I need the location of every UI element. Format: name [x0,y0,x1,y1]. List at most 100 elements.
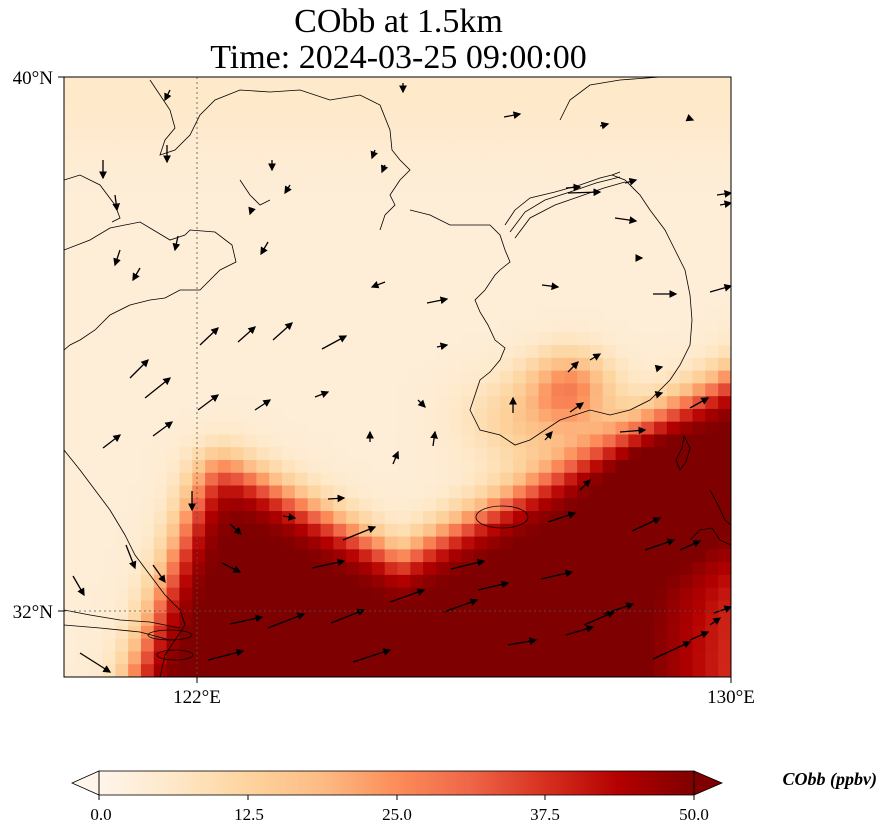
field-cell [307,128,322,142]
field-cell [217,421,232,436]
field-cell [512,140,527,155]
field-cell [564,191,578,206]
field-cell [243,447,258,461]
field-cell [487,242,501,257]
field-cell [487,383,501,397]
field-cell [166,191,181,206]
field-cell [602,459,617,474]
field-cell [512,242,527,257]
field-cell [435,115,450,129]
field-cell [679,204,694,219]
field-cell [679,485,694,499]
field-cell [192,345,206,359]
field-cell [487,511,501,525]
field-cell [179,140,193,155]
field-cell [179,472,193,487]
field-cell [423,128,437,142]
field-cell [307,587,322,602]
field-cell [269,153,283,167]
field-cell [577,383,591,397]
field-cell [602,485,617,499]
field-cell [140,140,155,155]
field-cell [346,77,360,91]
field-cell [102,89,116,104]
field-cell [217,319,232,333]
field-cell [615,549,629,563]
field-cell [474,332,488,346]
field-cell [461,102,476,116]
field-cell [64,166,78,180]
field-cell [89,396,104,410]
field-cell [538,242,553,257]
field-cell [307,396,322,410]
field-cell [140,128,155,142]
field-cell [89,204,104,219]
field-cell [589,204,604,219]
field-cell [140,166,155,180]
field-cell [102,562,116,576]
field-cell [666,89,681,104]
field-cell [153,485,168,499]
field-cell [718,204,731,219]
field-cell [602,294,617,308]
field-cell [192,140,206,155]
field-cell [217,651,232,665]
field-cell [282,217,296,231]
field-cell [410,408,424,423]
field-cell [217,587,232,602]
field-cell [589,549,604,563]
field-cell [654,166,668,180]
field-cell [641,140,655,155]
field-cell [666,523,681,538]
field-cell [487,217,501,231]
field-cell [615,459,629,474]
field-cell [243,664,258,677]
field-cell [500,140,514,155]
field-cell [474,128,488,142]
field-cell [333,268,347,282]
colorbar-body [99,771,694,795]
field-cell [346,255,360,270]
field-cell [487,140,501,155]
field-cell [140,179,155,193]
field-cell [461,345,476,359]
field-cell [500,447,514,461]
field-cell [153,306,168,321]
field-cell [140,306,155,321]
field-cell [423,600,437,614]
field-cell [166,485,181,499]
field-cell [282,587,296,602]
field-cell [692,77,706,91]
field-cell [487,664,501,677]
field-cell [230,536,245,550]
field-cell [397,294,411,308]
field-cell [294,536,309,550]
field-cell [692,370,706,384]
wind-arrow [417,399,426,408]
field-cell [359,319,373,333]
field-cell [192,638,206,653]
field-cell [474,562,488,576]
field-cell [128,485,142,499]
field-cell [128,319,142,333]
field-cell [115,332,129,346]
field-cell [628,421,642,436]
field-cell [602,102,617,116]
field-cell [166,140,181,155]
field-cell [679,294,694,308]
field-cell [346,562,360,576]
field-cell [718,396,731,410]
field-cell [256,408,270,423]
field-cell [333,459,347,474]
field-cell [256,600,270,614]
field-cell [666,115,681,129]
field-cell [76,357,91,372]
field-cell [641,587,655,602]
field-cell [602,217,617,231]
field-cell [500,396,514,410]
field-cell [76,102,91,116]
field-cell [140,332,155,346]
field-cell [64,230,78,244]
field-cell [140,242,155,257]
